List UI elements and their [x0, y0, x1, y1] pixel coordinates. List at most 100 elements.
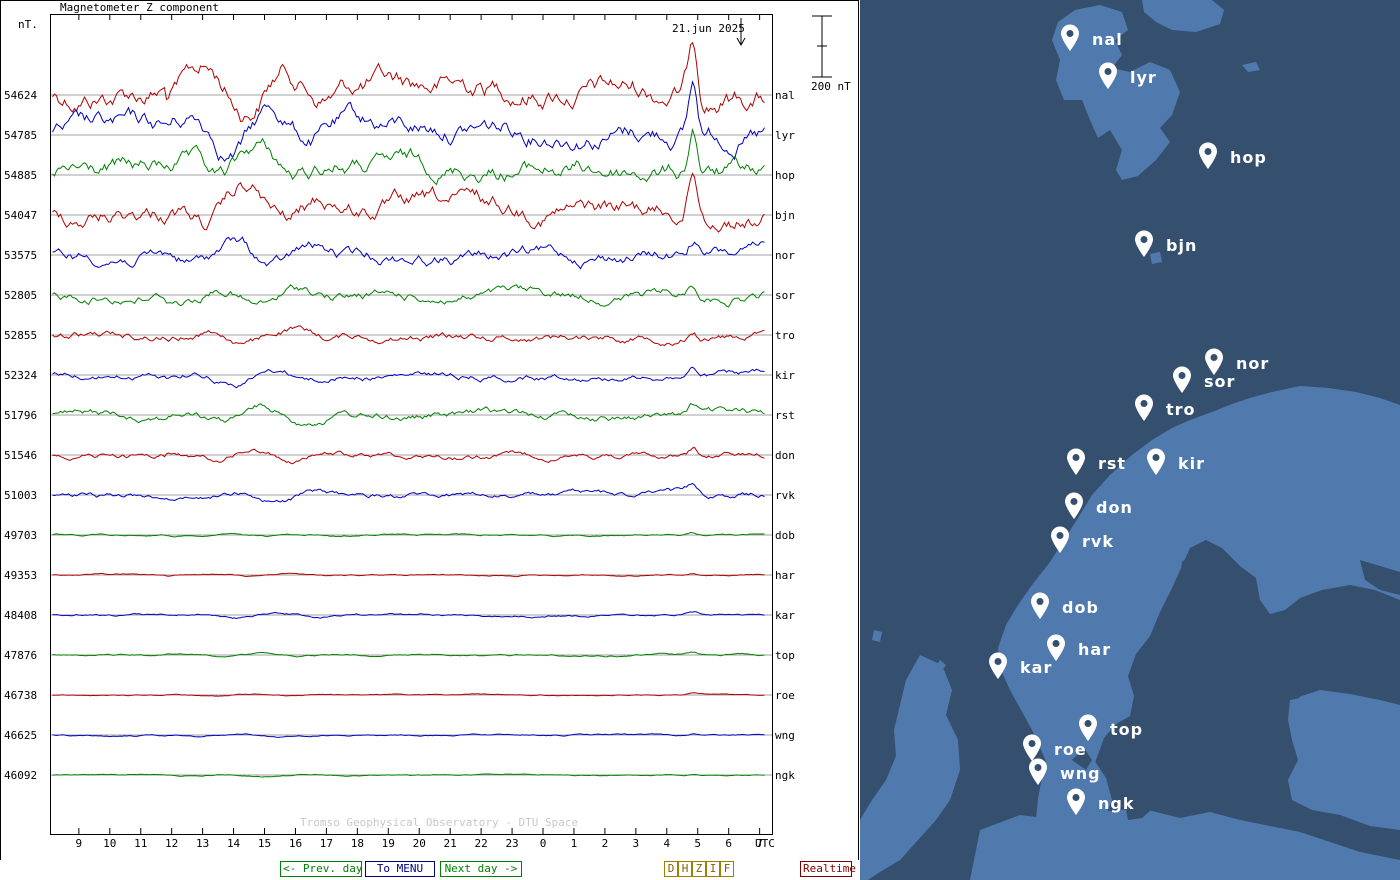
map-station-label-kir[interactable]: kir — [1178, 454, 1206, 473]
trace-rvk — [52, 482, 765, 503]
x-tick-label: 12 — [165, 837, 178, 850]
oslofjord — [1072, 748, 1092, 770]
map-station-label-sor[interactable]: sor — [1204, 372, 1236, 391]
nordaustlandet-land — [1142, 0, 1224, 32]
baseline-label: 51796 — [4, 409, 37, 422]
trace-ngk — [52, 773, 765, 778]
trace-don — [52, 446, 765, 465]
station-map: nal lyr hop bjn nor sor tro rst kir don rvk dob har k… — [860, 0, 1400, 880]
menu-button[interactable]: To MENU — [365, 861, 435, 877]
shetland-land — [872, 630, 882, 642]
britain-land — [860, 655, 960, 880]
component-f-button[interactable]: F — [720, 861, 734, 877]
map-station-label-tro[interactable]: tro — [1166, 400, 1196, 419]
station-label-bjn: bjn — [775, 209, 795, 222]
trace-kar — [52, 611, 765, 620]
scale-bar — [812, 15, 832, 78]
svalbard-land — [1052, 5, 1180, 180]
x-tick-label: 23 — [505, 837, 518, 850]
realtime-button[interactable]: Realtime — [800, 861, 856, 877]
trace-sor — [52, 284, 765, 308]
station-label-kar: kar — [775, 609, 795, 622]
map-station-label-kar[interactable]: kar — [1020, 658, 1053, 677]
trace-wng — [52, 733, 765, 738]
baseline-label: 46625 — [4, 729, 37, 742]
map-pin-icon[interactable] — [1146, 448, 1166, 476]
baseline-label: 51003 — [4, 489, 37, 502]
chart-frame — [0, 0, 859, 860]
white-sea — [1360, 560, 1400, 595]
station-label-dob: dob — [775, 529, 795, 542]
map-station-label-nor[interactable]: nor — [1236, 354, 1270, 373]
map-station-label-top[interactable]: top — [1110, 720, 1144, 739]
map-pin-icon[interactable] — [1198, 142, 1218, 170]
map-station-label-lyr[interactable]: lyr — [1130, 68, 1157, 87]
baseline-labels: 54624 54785 54885 54047 53575 52805 52855 52324… — [4, 89, 37, 782]
trace-har — [52, 572, 765, 578]
station-label-har: har — [775, 569, 795, 582]
baseline-label: 49353 — [4, 569, 37, 582]
map-pin-icon[interactable] — [1078, 714, 1098, 742]
map-station-label-nal[interactable]: nal — [1092, 30, 1123, 49]
map-pin-icon[interactable] — [1046, 634, 1066, 662]
bear-island-land — [1150, 252, 1162, 264]
baseline-label: 49703 — [4, 529, 37, 542]
x-tick-label: 17 — [320, 837, 333, 850]
baseline-label: 46092 — [4, 769, 37, 782]
date-arrow — [736, 18, 746, 47]
baseline-label: 54885 — [4, 169, 37, 182]
map-pin-icon[interactable] — [1022, 734, 1042, 762]
component-z-button[interactable]: Z — [692, 861, 706, 877]
map-pin-icon[interactable] — [1028, 758, 1048, 786]
map-station-label-bjn[interactable]: bjn — [1166, 236, 1198, 255]
station-label-nal: nal — [775, 89, 795, 102]
map-pin-icon[interactable] — [1172, 366, 1192, 394]
map-pin-icon[interactable] — [1064, 492, 1084, 520]
x-tick-label: 19 — [382, 837, 395, 850]
x-tick-label: 3 — [633, 837, 640, 850]
trace-nor — [52, 236, 765, 270]
station-label-kir: kir — [775, 369, 795, 382]
map-station-label-don[interactable]: don — [1096, 498, 1133, 517]
map-station-label-har[interactable]: har — [1078, 640, 1112, 659]
map-pin-icon[interactable] — [1066, 788, 1086, 816]
x-tick-label: 2 — [602, 837, 609, 850]
map-station-label-rvk[interactable]: rvk — [1082, 532, 1114, 551]
baltic-land — [1288, 690, 1400, 830]
station-label-hop: hop — [775, 169, 795, 182]
x-tick-label: 16 — [289, 837, 302, 850]
station-label-top: top — [775, 649, 795, 662]
map-station-label-ngk[interactable]: ngk — [1098, 794, 1135, 813]
x-tick-label: 11 — [134, 837, 147, 850]
map-pin-icon[interactable] — [1204, 348, 1224, 376]
map-pin-icon[interactable] — [1060, 24, 1080, 52]
next-day-button[interactable]: Next day -> — [440, 861, 522, 877]
x-tick-label: 6 — [725, 837, 732, 850]
baseline-label: 53575 — [4, 249, 37, 262]
map-pin-icon[interactable] — [1134, 394, 1154, 422]
map-pin-icon[interactable] — [1134, 230, 1154, 258]
component-h-button[interactable]: H — [678, 861, 692, 877]
map-pin-icon[interactable] — [1030, 592, 1050, 620]
map-pin-icon[interactable] — [1098, 62, 1118, 90]
scale-bar-label: 200 nT — [811, 80, 851, 93]
station-traces — [52, 41, 765, 778]
map-pin-icon[interactable] — [988, 652, 1008, 680]
map-station-label-wng[interactable]: wng — [1060, 764, 1101, 783]
magnetometer-chart: Magnetometer Z component nT. 21.jun 2025… — [0, 0, 859, 860]
kong-karls-land — [1242, 62, 1260, 72]
map-station-label-dob[interactable]: dob — [1062, 598, 1099, 617]
station-label-ngk: ngk — [775, 769, 795, 782]
trace-dob — [52, 531, 765, 538]
baseline-label: 46738 — [4, 689, 37, 702]
map-station-label-roe[interactable]: roe — [1054, 740, 1087, 759]
map-pin-icon[interactable] — [1050, 526, 1070, 554]
component-d-button[interactable]: D — [664, 861, 678, 877]
component-i-button[interactable]: I — [706, 861, 720, 877]
prev-day-button[interactable]: <- Prev. day — [280, 861, 362, 877]
date-label: 21.jun 2025 — [672, 22, 745, 35]
map-pin-icon[interactable] — [1066, 448, 1086, 476]
map-station-label-hop[interactable]: hop — [1230, 148, 1267, 167]
map-station-label-rst[interactable]: rst — [1098, 454, 1127, 473]
trace-roe — [52, 692, 765, 697]
